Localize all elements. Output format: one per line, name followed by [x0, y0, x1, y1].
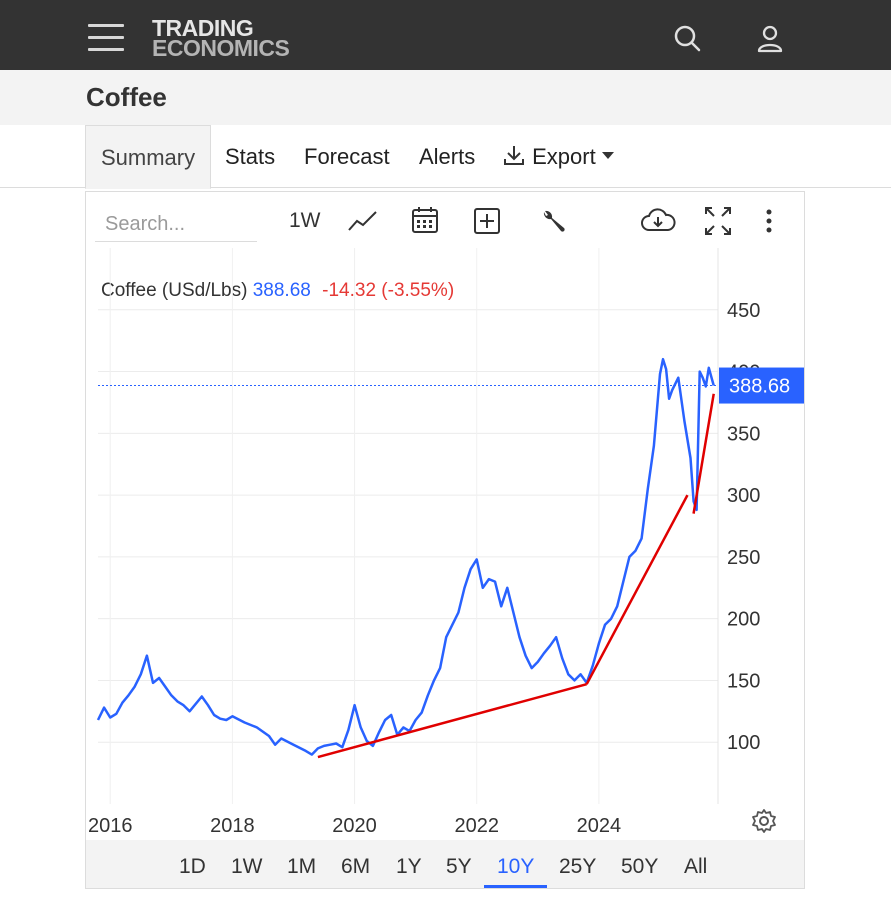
range-5y[interactable]: 5Y: [446, 855, 472, 878]
menu-icon[interactable]: [88, 24, 124, 52]
range-6m[interactable]: 6M: [341, 855, 371, 878]
range-1d[interactable]: 1D: [179, 855, 206, 878]
range-1w[interactable]: 1W: [231, 855, 263, 878]
fullscreen-icon[interactable]: [703, 204, 733, 238]
tab-export[interactable]: Export: [502, 125, 614, 188]
range-25y[interactable]: 25Y: [559, 855, 597, 878]
tab-alerts-label: Alerts: [419, 144, 476, 169]
tab-forecast-label: Forecast: [304, 144, 390, 169]
series-price: 388.68: [252, 280, 311, 301]
user-icon[interactable]: [756, 24, 786, 54]
download-icon: [504, 146, 524, 165]
logo-line-1: TRADING: [152, 15, 254, 41]
active-range-indicator: [484, 885, 547, 888]
add-compare-icon[interactable]: [472, 204, 502, 238]
tab-forecast[interactable]: Forecast: [304, 125, 390, 188]
range-selector: [86, 840, 804, 888]
cloud-download-icon[interactable]: [640, 204, 676, 238]
tab-summary-label: Summary: [101, 145, 196, 170]
page-title: Coffee: [86, 82, 167, 112]
tab-alerts[interactable]: Alerts: [419, 125, 475, 188]
logo-line-2: ECONOMICS: [152, 35, 290, 61]
symbol-search-input[interactable]: [95, 208, 257, 242]
range-1m[interactable]: 1M: [287, 855, 317, 878]
interval-selector[interactable]: 1W: [289, 209, 321, 232]
range-50y[interactable]: 50Y: [621, 855, 659, 878]
chart-settings-icon[interactable]: [751, 808, 777, 834]
chart-legend: Coffee (USd/Lbs) 388.68 -14.32 (-3.55%): [101, 280, 454, 302]
title-bar: [0, 70, 891, 125]
tab-export-label: Export: [532, 144, 596, 169]
caret-down-icon: [601, 152, 614, 159]
range-all[interactable]: All: [684, 855, 708, 878]
calendar-icon[interactable]: [410, 204, 440, 238]
search-icon[interactable]: [673, 24, 703, 54]
tab-summary[interactable]: Summary: [85, 125, 211, 189]
more-icon[interactable]: [760, 204, 778, 238]
line-chart-icon[interactable]: [347, 204, 379, 238]
tab-stats[interactable]: Stats: [225, 125, 275, 188]
tab-stats-label: Stats: [225, 144, 276, 169]
range-1y[interactable]: 1Y: [396, 855, 422, 878]
wrench-icon[interactable]: [538, 204, 568, 238]
trading-economics-logo[interactable]: TRADING ECONOMICS: [152, 15, 290, 61]
tab-bar: Summary Stats Forecast Alerts Export: [0, 125, 891, 189]
range-10y[interactable]: 10Y: [497, 855, 535, 878]
series-name: Coffee (USd/Lbs): [101, 280, 248, 301]
top-navigation-bar: [0, 0, 891, 70]
series-change: -14.32 (-3.55%): [322, 280, 455, 301]
